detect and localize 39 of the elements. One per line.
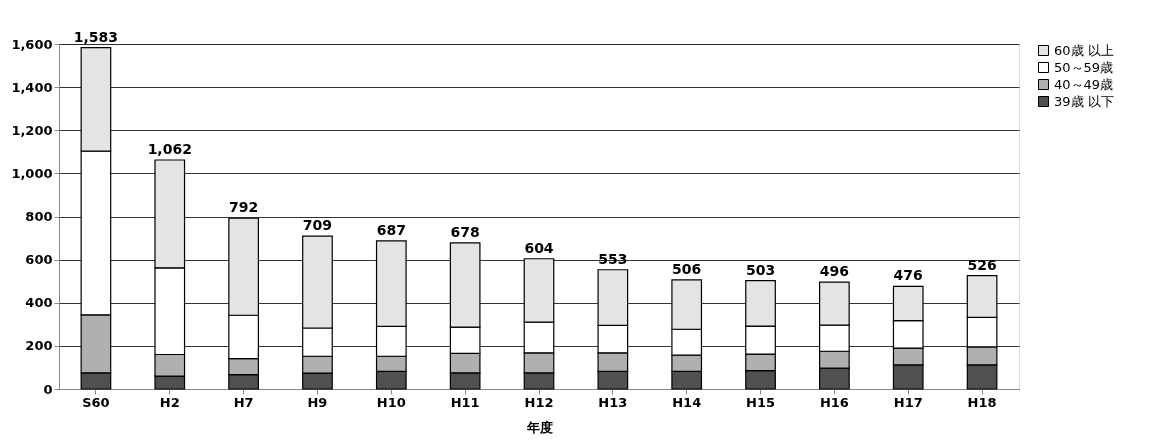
legend-label: 50～59歳: [1054, 59, 1114, 75]
x-tick-label: H11: [450, 394, 480, 410]
legend-label: 40～49歳: [1054, 76, 1114, 92]
x-tick-label: H15: [746, 394, 776, 410]
x-tick-label: H16: [819, 394, 849, 410]
total-label: 678: [450, 223, 480, 240]
y-tick-label: 200: [25, 338, 53, 354]
x-tick-label: H17: [893, 394, 923, 410]
y-tick-label: 1,200: [11, 122, 53, 138]
total-label: 476: [893, 267, 923, 284]
x-tick-label: H10: [376, 394, 406, 410]
x-tick-label: H9: [307, 394, 328, 410]
x-axis-title: 年度: [525, 419, 553, 435]
x-tick-label: S60: [82, 394, 110, 410]
x-tick-label: H18: [967, 394, 997, 410]
y-tick-label: 0: [43, 381, 53, 397]
total-label: 709: [302, 217, 333, 234]
x-tick-label: H2: [159, 394, 180, 410]
total-label: 1,583: [73, 28, 119, 45]
total-label: 604: [524, 239, 554, 256]
total-label: 496: [819, 263, 849, 280]
total-label: 526: [967, 256, 997, 273]
total-label: 503: [745, 261, 776, 278]
legend-label: 60歳 以上: [1054, 42, 1114, 58]
y-tick-label: 1,000: [11, 165, 53, 181]
y-tick-label: 1,400: [11, 79, 53, 95]
x-tick-label: H14: [672, 394, 702, 410]
total-label: 506: [672, 260, 702, 277]
x-tick-label: H12: [524, 394, 554, 410]
y-tick-label: 600: [25, 252, 53, 268]
x-tick-label: H13: [598, 394, 628, 410]
total-label: 1,062: [147, 141, 192, 158]
legend-label: 39歳 以下: [1054, 93, 1114, 109]
y-tick-label: 800: [25, 209, 53, 224]
x-tick-label: H7: [233, 394, 254, 410]
y-tick-label: 1,600: [11, 36, 53, 52]
total-label: 792: [229, 199, 259, 216]
y-tick-label: 400: [25, 295, 53, 311]
total-label: 687: [376, 221, 406, 238]
